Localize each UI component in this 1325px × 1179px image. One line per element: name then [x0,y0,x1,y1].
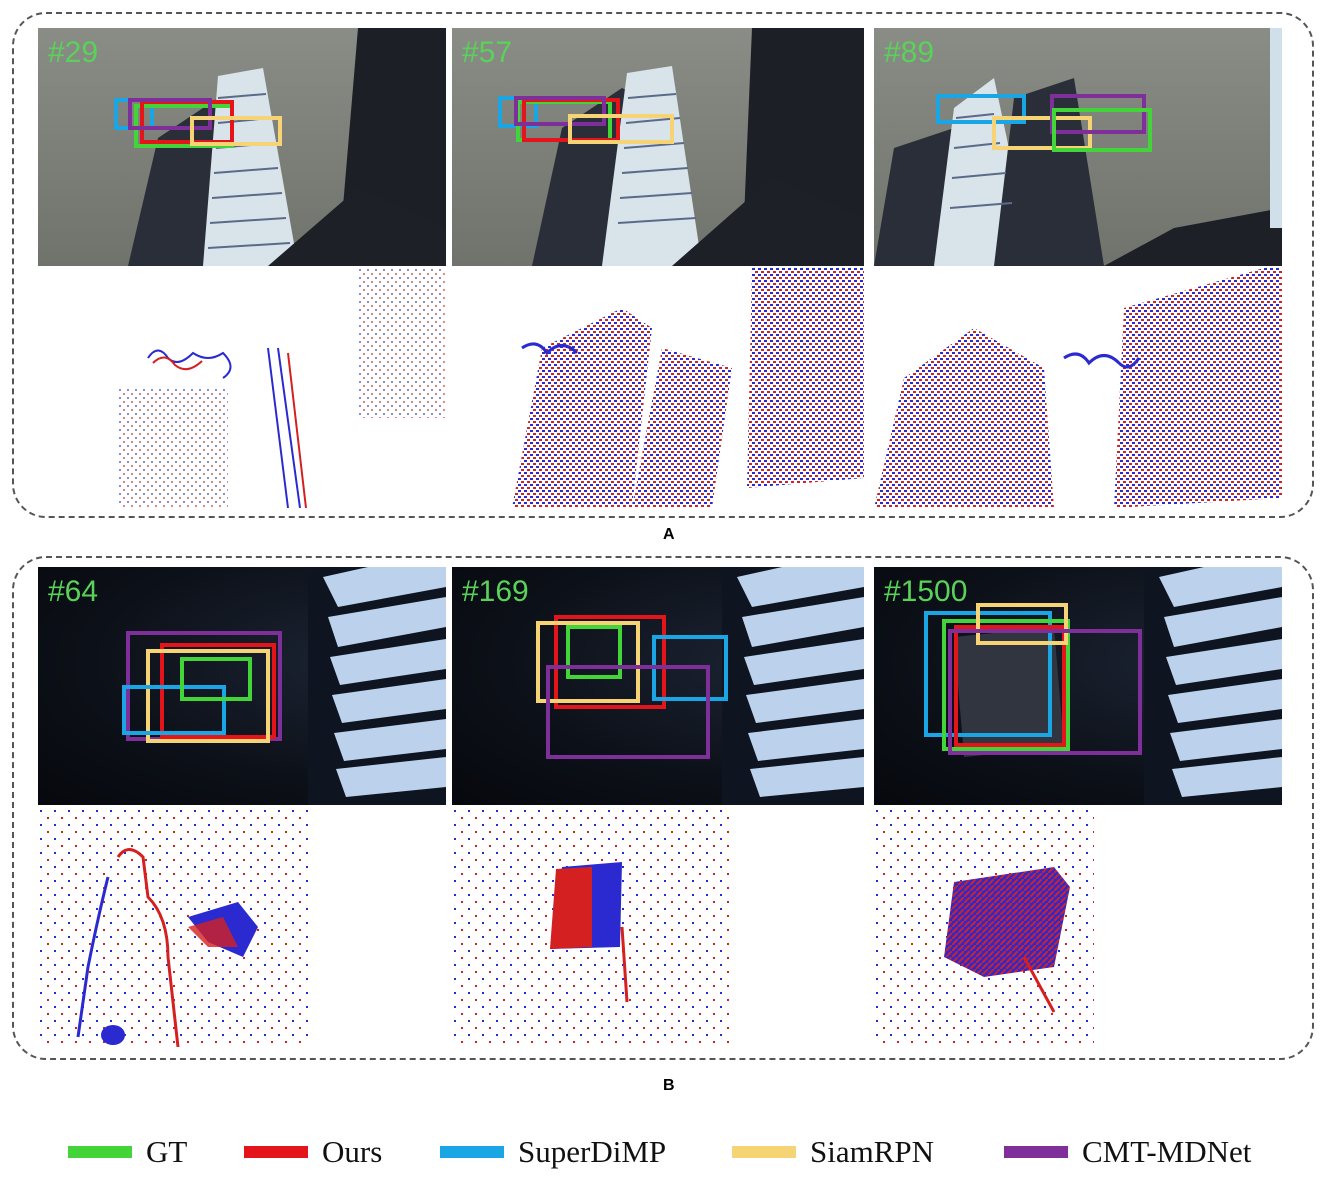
rgb-frame-b3: #1500 [874,567,1282,805]
event-scatter-image [874,268,1282,508]
rgb-frame-b2: #169 [452,567,864,805]
event-frame-b3 [874,807,1282,1047]
legend-swatch [68,1146,132,1158]
frame-number: #64 [48,575,99,608]
rgb-frame-a1: #29 [38,28,446,266]
bbox-ours [160,643,276,739]
legend-label: Ours [322,1134,383,1169]
group-b-frame [12,556,1314,1060]
bbox-siamrpn [190,116,282,146]
frame-number: #57 [462,36,513,69]
group-a-frame [12,12,1314,518]
bbox-siamrpn [976,603,1068,645]
legend-label: SuperDiMP [518,1134,667,1169]
legend-label: SiamRPN [810,1134,935,1169]
frame-number: #89 [884,36,935,69]
legend-swatch [440,1146,504,1158]
event-scatter-image [118,268,446,508]
legend-label: GT [146,1134,188,1169]
bbox-ours [554,615,666,709]
event-scatter-image [512,268,864,508]
event-frame-b1 [38,807,446,1047]
rgb-frame-b1: #64 [38,567,446,805]
bbox-gt [566,625,622,679]
bbox-gt [180,657,252,701]
building-scene-image [532,28,864,266]
bbox-cmtmdnet [546,665,710,759]
event-scatter-image [452,807,732,1047]
bbox-siamrpn [146,649,270,743]
legend-swatch [244,1146,308,1158]
event-scatter-image [874,807,1094,1047]
bbox-cmtmdnet [514,96,606,126]
bbox-superdimp [122,685,226,735]
group-letter-b: B [663,1077,675,1094]
bbox-siamrpn [568,114,674,144]
rgb-frame-a2: #57 [452,28,864,266]
bbox-cmtmdnet [948,629,1142,755]
legend-swatch [1004,1146,1068,1158]
frame-number: #29 [48,36,99,69]
frame-number: #169 [462,575,529,608]
legend-label: CMT-MDNet [1082,1134,1252,1169]
event-frame-a3 [874,268,1282,508]
group-letter-a: A [663,526,675,543]
bbox-siamrpn [536,621,640,703]
bbox-ours [140,100,234,144]
window-scene-image [308,567,446,805]
event-frame-a1 [38,268,446,508]
building-scene-image [874,28,1282,266]
window-scene-image [954,567,1282,805]
building-scene-image [128,28,446,266]
rgb-frame-a3: #89 [874,28,1282,266]
bbox-gt [942,619,1070,751]
bbox-gt [1052,108,1152,152]
bbox-superdimp [924,611,1052,737]
window-scene-image [722,567,864,805]
event-frame-a2 [452,268,864,508]
event-frame-b2 [452,807,864,1047]
frame-number: #1500 [884,575,968,608]
bbox-superdimp [936,94,1026,124]
event-scatter-image [38,807,308,1047]
legend: GT Ours SuperDiMP SiamRPN CMT-MDNet [0,1132,1325,1172]
bbox-cmtmdnet [128,98,212,130]
bbox-ours [954,625,1066,747]
legend-swatch [732,1146,796,1158]
